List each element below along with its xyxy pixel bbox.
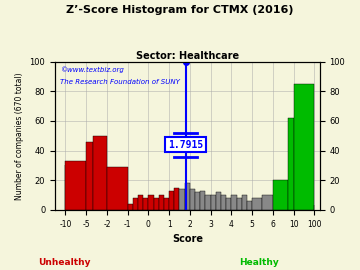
Text: Healthy: Healthy <box>239 258 279 266</box>
Bar <box>66 161 86 210</box>
Bar <box>247 201 252 210</box>
Bar <box>221 195 226 210</box>
Text: Z’-Score Histogram for CTMX (2016): Z’-Score Histogram for CTMX (2016) <box>66 5 294 15</box>
Bar <box>288 118 294 210</box>
Title: Sector: Healthcare: Sector: Healthcare <box>136 51 239 61</box>
Bar <box>133 198 138 210</box>
Bar <box>180 189 185 210</box>
Bar <box>200 191 206 210</box>
Bar <box>169 191 174 210</box>
Bar <box>185 183 190 210</box>
Bar <box>195 192 200 210</box>
Bar <box>216 192 221 210</box>
Bar <box>190 189 195 210</box>
Bar <box>206 195 211 210</box>
Bar <box>294 84 314 210</box>
Text: The Research Foundation of SUNY: The Research Foundation of SUNY <box>60 79 180 85</box>
Bar <box>164 198 169 210</box>
Y-axis label: Number of companies (670 total): Number of companies (670 total) <box>15 72 24 200</box>
X-axis label: Score: Score <box>172 234 203 244</box>
Bar <box>226 198 231 210</box>
Text: Unhealthy: Unhealthy <box>39 258 91 266</box>
Bar <box>138 195 143 210</box>
Bar <box>159 195 164 210</box>
Bar <box>231 195 237 210</box>
Bar <box>86 142 93 210</box>
Bar <box>174 188 180 210</box>
Bar <box>93 136 107 210</box>
Bar <box>107 167 128 210</box>
Bar <box>252 198 262 210</box>
Bar <box>211 195 216 210</box>
Bar <box>154 198 159 210</box>
Bar <box>273 180 288 210</box>
Bar <box>143 198 148 210</box>
Bar <box>242 195 247 210</box>
Text: ©www.textbiz.org: ©www.textbiz.org <box>60 66 124 73</box>
Text: 1.7915: 1.7915 <box>168 140 203 150</box>
Bar <box>148 195 154 210</box>
Bar <box>128 204 133 210</box>
Bar <box>237 198 242 210</box>
Bar <box>262 195 273 210</box>
